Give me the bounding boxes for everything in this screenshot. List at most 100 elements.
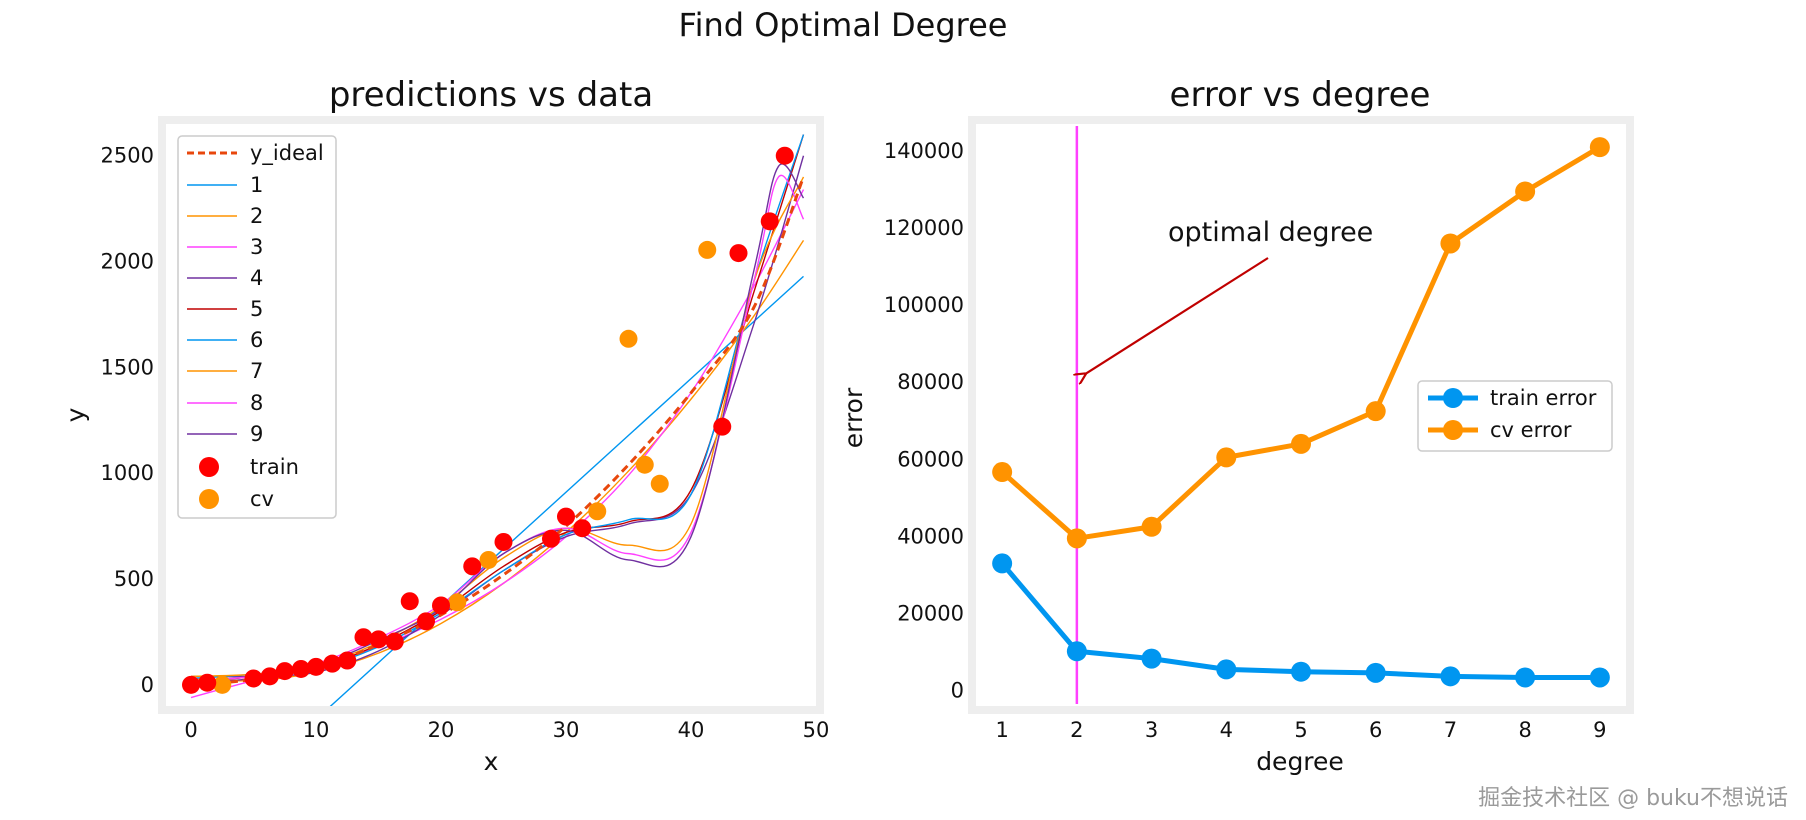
right-xlabel: degree bbox=[1256, 747, 1344, 776]
series-point-cv-error bbox=[1291, 433, 1311, 454]
left-x-tick-label: 0 bbox=[184, 718, 197, 742]
right-y-tick-label: 40000 bbox=[897, 524, 964, 548]
right-y-tick-label: 0 bbox=[951, 679, 964, 703]
series-point-train-error bbox=[1515, 667, 1536, 688]
right-y-tick-label: 20000 bbox=[897, 601, 964, 625]
right-y-tick-label: 120000 bbox=[884, 216, 964, 240]
legend-label-y_ideal: y_ideal bbox=[250, 141, 324, 166]
train-point bbox=[494, 532, 513, 551]
left-y-tick-label: 1500 bbox=[101, 355, 154, 379]
train-point bbox=[338, 651, 357, 670]
series-point-cv-error bbox=[1141, 516, 1162, 537]
left-chart-title: predictions vs data bbox=[329, 75, 653, 115]
legend-label-1: 1 bbox=[250, 173, 263, 197]
right-series bbox=[992, 137, 1610, 688]
left-y-tick-label: 500 bbox=[114, 567, 154, 591]
left-legend-box bbox=[177, 135, 337, 519]
left-y-tick-label: 0 bbox=[141, 673, 154, 697]
train-point bbox=[713, 417, 732, 436]
right-y-ticks: 0 20000 40000 60000 80000 100000 120000 140000 bbox=[884, 139, 964, 703]
train-point bbox=[417, 612, 435, 631]
train-point bbox=[198, 673, 217, 692]
left-y-tick-label: 2500 bbox=[101, 144, 154, 168]
train-point bbox=[557, 507, 575, 526]
right-x-tick-label: 9 bbox=[1593, 718, 1606, 742]
train-point bbox=[463, 557, 482, 576]
left-x-tick-label: 40 bbox=[678, 718, 705, 742]
left-xlabel: x bbox=[484, 747, 499, 776]
right-chart: error vs degree degree error 1 2 3 4 5 6 7 8 9 0… bbox=[839, 75, 1634, 776]
optimal-degree-annotation: optimal degree bbox=[1085, 217, 1373, 374]
left-chart: predictions vs data x y 0 10 20 30 40 50 0 500… bbox=[61, 75, 829, 776]
legend-label-train: train bbox=[250, 455, 299, 479]
series-point-train-error bbox=[1141, 648, 1162, 669]
legend-marker-cv-error bbox=[1443, 420, 1463, 440]
cv-point bbox=[448, 593, 467, 612]
series-point-train-error bbox=[1589, 667, 1610, 688]
series-point-cv-error bbox=[1216, 447, 1237, 468]
train-point bbox=[385, 632, 404, 651]
figure-suptitle: Find Optimal Degree bbox=[679, 6, 1008, 44]
right-y-tick-label: 80000 bbox=[897, 370, 964, 394]
left-y-ticks: 0 500 1000 1500 2000 2500 bbox=[101, 144, 154, 697]
right-chart-title: error vs degree bbox=[1170, 75, 1431, 115]
legend-label-4: 4 bbox=[250, 266, 263, 290]
right-y-tick-label: 100000 bbox=[884, 293, 964, 317]
train-point bbox=[275, 662, 294, 681]
series-point-train-error bbox=[992, 553, 1013, 574]
train-point bbox=[760, 212, 779, 231]
left-x-ticks: 0 10 20 30 40 50 bbox=[184, 718, 829, 742]
right-x-ticks: 1 2 3 4 5 6 7 8 9 bbox=[995, 718, 1606, 742]
legend-label-6: 6 bbox=[250, 328, 263, 352]
right-x-tick-label: 5 bbox=[1294, 718, 1307, 742]
train-point bbox=[729, 244, 748, 263]
series-point-cv-error bbox=[1066, 528, 1087, 549]
legend-label-2: 2 bbox=[250, 204, 263, 228]
train-point bbox=[354, 628, 373, 647]
train-point bbox=[244, 669, 263, 688]
train-point bbox=[369, 630, 388, 649]
train-point bbox=[573, 519, 592, 538]
series-point-cv-error bbox=[992, 462, 1013, 483]
right-x-tick-label: 1 bbox=[995, 718, 1008, 742]
watermark: 掘金技术社区 @ buku不想说话 bbox=[1478, 786, 1788, 811]
right-x-tick-label: 8 bbox=[1518, 718, 1531, 742]
right-y-tick-label: 140000 bbox=[884, 139, 964, 163]
left-points bbox=[182, 146, 794, 694]
legend-label-9: 9 bbox=[250, 422, 263, 446]
left-x-tick-label: 50 bbox=[803, 718, 830, 742]
left-y-tick-label: 1000 bbox=[101, 461, 154, 485]
train-point bbox=[260, 667, 279, 686]
cv-point bbox=[635, 455, 654, 474]
cv-point bbox=[619, 329, 638, 348]
cv-point bbox=[588, 502, 607, 521]
series-point-train-error bbox=[1291, 661, 1311, 682]
train-point bbox=[292, 659, 310, 678]
right-ylabel: error bbox=[839, 387, 868, 448]
train-point bbox=[542, 529, 560, 548]
legend-label-3: 3 bbox=[250, 235, 263, 259]
left-y-tick-label: 2000 bbox=[101, 250, 154, 274]
legend-label-5: 5 bbox=[250, 297, 263, 321]
train-point bbox=[775, 146, 794, 165]
y-ideal-curve bbox=[190, 176, 805, 687]
series-point-train-error bbox=[1066, 641, 1087, 662]
left-x-tick-label: 20 bbox=[428, 718, 455, 742]
legend-label-7: 7 bbox=[250, 359, 263, 383]
left-x-tick-label: 10 bbox=[303, 718, 330, 742]
series-point-cv-error bbox=[1440, 233, 1461, 254]
legend-label-8: 8 bbox=[250, 391, 263, 415]
series-point-cv-error bbox=[1365, 401, 1386, 422]
train-point bbox=[400, 592, 419, 611]
right-x-tick-label: 2 bbox=[1070, 718, 1083, 742]
left-legend: y_ideal 1 2 3 4 5 6 7 8 9 train cv bbox=[177, 135, 337, 519]
series-point-train-error bbox=[1365, 662, 1386, 683]
right-x-tick-label: 4 bbox=[1220, 718, 1233, 742]
legend-marker-train-error bbox=[1443, 388, 1463, 408]
train-point bbox=[307, 657, 325, 676]
right-y-tick-label: 60000 bbox=[897, 447, 964, 471]
left-x-tick-label: 30 bbox=[553, 718, 580, 742]
annotation-arrow bbox=[1085, 257, 1269, 374]
cv-point bbox=[650, 474, 669, 493]
